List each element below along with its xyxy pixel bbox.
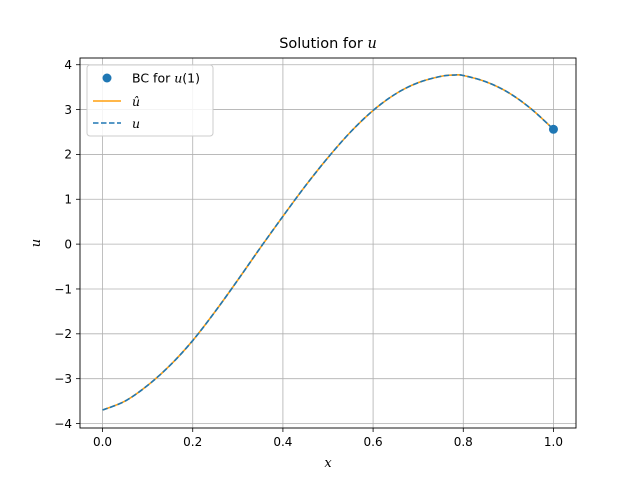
legend-marker-bc xyxy=(102,73,112,83)
y-tick-label: 3 xyxy=(64,103,72,117)
legend: BC for u(1) û u xyxy=(86,64,214,137)
y-tick-label: −1 xyxy=(54,282,72,296)
y-tick-label: −3 xyxy=(54,372,72,386)
legend-label-bc: BC for u(1) xyxy=(132,71,200,86)
chart-title: Solution for u xyxy=(279,36,377,52)
x-tick-label: 0.0 xyxy=(93,435,112,449)
y-tick-labels: −4 −3 −2 −1 0 1 2 3 4 xyxy=(54,58,72,431)
x-tick-label: 0.8 xyxy=(454,435,473,449)
y-tick-label: 4 xyxy=(64,58,72,72)
y-tick-label: 0 xyxy=(64,237,72,251)
y-tick-label: −2 xyxy=(54,327,72,341)
y-tick-label: 2 xyxy=(64,148,72,162)
x-axis-label: x xyxy=(324,456,332,471)
plot-area xyxy=(102,73,558,411)
series-line-u xyxy=(102,73,554,411)
legend-label-u-hat: û xyxy=(132,94,140,109)
x-tick-label: 0.6 xyxy=(364,435,383,449)
x-tick-label: 1.0 xyxy=(544,435,563,449)
y-axis-label: u xyxy=(29,239,44,247)
x-tick-label: 0.2 xyxy=(183,435,202,449)
y-tick-label: −4 xyxy=(54,417,72,431)
x-tick-labels: 0.0 0.2 0.4 0.6 0.8 1.0 xyxy=(93,435,563,449)
axis-ticks xyxy=(76,64,554,432)
axes-frame xyxy=(79,57,577,429)
legend-box xyxy=(86,64,214,137)
bc-point xyxy=(548,124,558,134)
legend-label-u: u xyxy=(132,116,140,131)
x-tick-label: 0.4 xyxy=(273,435,292,449)
y-tick-label: 1 xyxy=(64,193,72,207)
grid xyxy=(80,58,576,428)
